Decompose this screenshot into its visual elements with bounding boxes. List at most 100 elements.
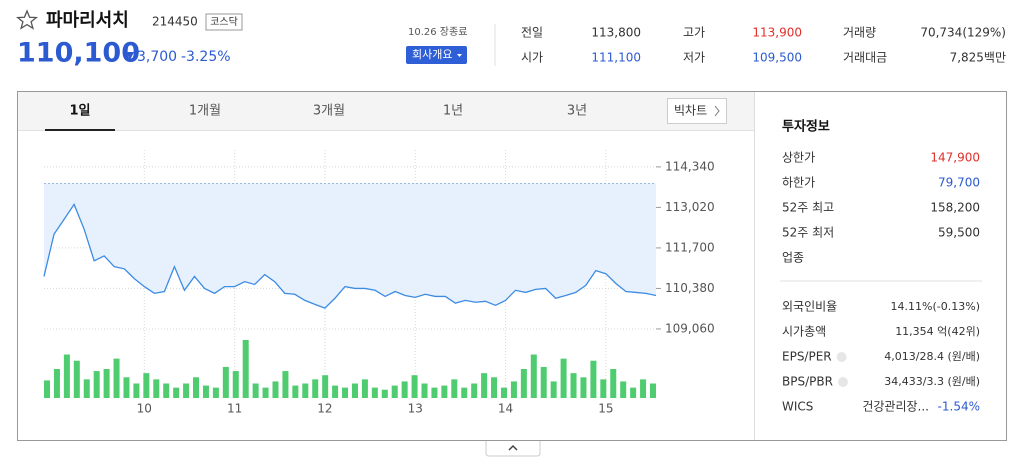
quote-table: 전일 113,800 고가 113,900 거래량 70,734(129%) 시가 111,1…	[521, 26, 1006, 65]
volume-bar	[471, 383, 478, 398]
quote-label: 저가	[683, 51, 705, 65]
quote-value: 70,734(129%)	[920, 26, 1006, 40]
current-price: 110,100	[17, 38, 140, 69]
volume-bar	[173, 387, 180, 398]
period-tab[interactable]: 1년	[443, 104, 463, 119]
y-tick-label: 114,340	[665, 159, 715, 173]
change-rate: -3.25%	[181, 49, 231, 65]
volume-bar	[312, 379, 319, 398]
info-label: 업종	[782, 251, 804, 265]
x-tick-label: 12	[317, 402, 332, 416]
volume-bar	[411, 375, 418, 398]
info-value: 147,900	[930, 151, 980, 165]
volume-bar	[461, 387, 468, 398]
info-label: BPS/PBR	[782, 375, 833, 389]
period-tab[interactable]: 1일	[69, 104, 90, 119]
big-chart-button[interactable]	[667, 98, 727, 124]
volume-bar	[401, 381, 408, 398]
volume-bar	[560, 358, 567, 398]
volume-bar	[650, 383, 656, 398]
info-value: 4,013/28.4 (원/배)	[884, 350, 980, 363]
volume-bar	[630, 387, 637, 398]
volume-bar	[431, 387, 438, 398]
y-tick-label: 109,060	[665, 321, 715, 335]
chart: 114,340 113,020 111,700 110,380 109,060 10 11 1…	[43, 150, 715, 416]
info-label: EPS/PER	[782, 350, 832, 364]
volume-bar	[143, 373, 150, 398]
y-tick-label: 113,020	[665, 200, 715, 214]
quote-value: 113,800	[591, 26, 641, 40]
down-arrow	[126, 52, 134, 60]
volume-bar	[481, 373, 488, 398]
caret	[457, 54, 462, 57]
info-label: 시가총액	[782, 325, 826, 339]
wics-sector: 건강관리장...	[862, 400, 929, 414]
period-tab[interactable]: 1개월	[189, 104, 221, 119]
info-label: 하한가	[782, 176, 815, 190]
volume-bar	[451, 379, 458, 398]
market-badge	[205, 13, 243, 31]
info-value: 34,433/3.3 (원/배)	[884, 375, 980, 388]
company-button[interactable]	[406, 46, 467, 64]
volume-bar	[202, 385, 209, 398]
volume-bar	[510, 381, 517, 398]
info-label: 52주 최고	[782, 201, 834, 215]
collapse-icon	[508, 444, 518, 451]
info-list: 상한가 147,900 하한가 79,700 52주 최고 158,200 52주 최저 59…	[782, 151, 980, 414]
volume-bar	[193, 377, 200, 398]
volume-bar	[272, 381, 279, 398]
quote-label: 거래량	[843, 26, 876, 40]
volume-bar	[63, 354, 70, 398]
volume-bar	[153, 379, 160, 398]
volume-bar	[232, 371, 239, 398]
quote-label: 고가	[683, 26, 705, 40]
quote-value: 7,825백만	[950, 51, 1006, 65]
volume-bar	[262, 387, 269, 398]
help-icon[interactable]	[837, 377, 848, 387]
info-value: 79,700	[938, 176, 980, 190]
period-tab[interactable]: 3년	[567, 104, 587, 119]
volume-bar	[93, 371, 100, 398]
volume-bar	[252, 383, 259, 398]
info-value: 158,200	[930, 201, 980, 215]
volume-bar	[322, 375, 329, 398]
quote-value: 109,500	[752, 51, 802, 65]
volume-bar	[381, 389, 388, 398]
volume-bar	[332, 385, 339, 398]
quote-label: 시가	[521, 51, 543, 65]
period-tab[interactable]: 3개월	[313, 104, 345, 119]
volume-bar	[44, 380, 50, 398]
volume-bar	[302, 383, 309, 398]
volume-bar	[113, 358, 120, 398]
x-tick-label: 13	[408, 402, 423, 416]
x-tick-label: 11	[227, 402, 242, 416]
info-label: WICS	[782, 400, 813, 414]
volume-bar	[550, 381, 557, 398]
help-icon[interactable]	[836, 352, 847, 362]
price-line	[43, 202, 657, 309]
collapse-tab[interactable]	[485, 441, 541, 457]
volume-bar	[610, 369, 617, 398]
volume-bar	[242, 340, 249, 398]
wics-change: -1.54%	[938, 400, 980, 414]
volume-bar	[421, 383, 428, 398]
volume-bar	[491, 377, 498, 398]
chevron	[714, 105, 720, 117]
volume-bar	[371, 387, 378, 398]
big-chart-label: 빅차트	[674, 104, 707, 118]
volume-bar	[73, 360, 80, 398]
volume-bar	[212, 387, 219, 398]
x-tick-label: 14	[498, 402, 513, 416]
info-label: 52주 최저	[782, 226, 834, 240]
volume-bar	[590, 360, 597, 398]
volume-bar	[351, 383, 358, 398]
volume-bar	[183, 383, 190, 398]
info-title: 투자정보	[782, 119, 830, 135]
quote-value: 113,900	[752, 26, 802, 40]
info-label: 외국인비율	[782, 300, 837, 314]
favorite-star[interactable]	[15, 9, 39, 30]
volume-bar	[500, 387, 507, 398]
quote-label: 거래대금	[843, 51, 887, 65]
volume-bar	[520, 369, 527, 398]
